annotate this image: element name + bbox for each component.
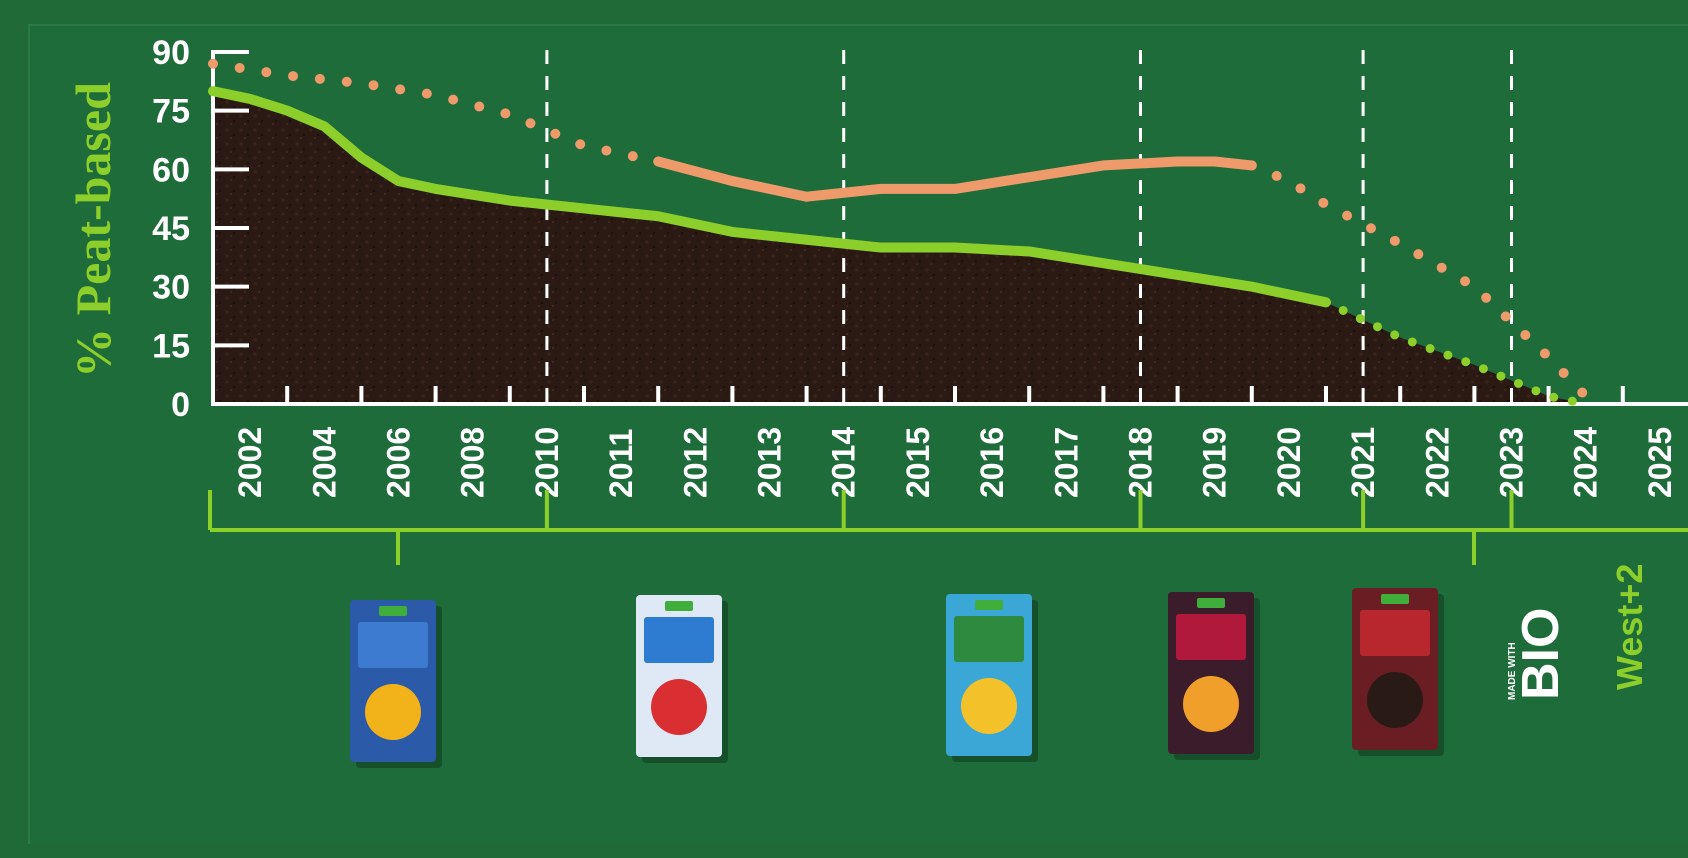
series-lines (208, 58, 1591, 409)
y-tick-label: 15 (152, 327, 190, 365)
product-images (350, 588, 1444, 768)
x-tick-label: 2010 (529, 427, 565, 498)
x-tick-label: 2023 (1494, 427, 1530, 498)
y-tick-label: 90 (152, 34, 190, 72)
x-tick-label: 2020 (1271, 427, 1307, 498)
y-tick-label: 60 (152, 151, 190, 189)
x-tick-label: 2016 (974, 427, 1010, 498)
x-tick-label: 2025 (1642, 427, 1678, 498)
x-tick-label: 2006 (381, 427, 417, 498)
green-series-projection (1321, 297, 1591, 409)
product-bag-logo (1381, 594, 1409, 604)
product-bag-graphic (1367, 672, 1423, 728)
product-bag (1352, 588, 1444, 756)
product-bag-label (954, 616, 1024, 662)
x-tick-label: 2018 (1123, 427, 1159, 498)
x-tick-label: 2017 (1048, 427, 1084, 498)
bio-badge: MADE WITH BIO (1507, 608, 1570, 700)
y-tick-label: 30 (152, 269, 190, 307)
product-bag (1168, 592, 1260, 760)
y-axis-label: % Peat-based (65, 82, 121, 378)
x-tick-label: 2022 (1419, 427, 1455, 498)
product-bag-label (1360, 610, 1430, 656)
product-bag-label (644, 617, 714, 663)
axes (211, 50, 1688, 406)
x-tick-label: 2019 (1197, 427, 1233, 498)
product-bag-graphic (651, 679, 707, 735)
x-tick-label: 2012 (677, 427, 713, 498)
bio-badge-main-text: BIO (1512, 608, 1570, 700)
x-tick-label: 2008 (455, 427, 491, 498)
y-tick-label: 45 (152, 210, 190, 248)
y-tick-label: 0 (171, 386, 190, 424)
period-brackets (208, 490, 1688, 565)
green-series-line (208, 86, 1331, 308)
product-bag-graphic (365, 684, 421, 740)
x-tick-label: 2011 (603, 429, 639, 498)
product-bag-label (1176, 614, 1246, 660)
y-tick-labels: 0 15 30 45 60 75 90 (152, 34, 190, 424)
product-bag-graphic (961, 678, 1017, 734)
x-tick-label: 2013 (752, 427, 788, 498)
product-bag (350, 600, 442, 768)
product-bag (636, 595, 728, 763)
x-tick-label: 2014 (826, 427, 862, 498)
x-tick-label: 2004 (306, 427, 342, 498)
bio-badge-small-text: MADE WITH (1507, 642, 1518, 700)
x-tick-label: 2002 (232, 427, 268, 498)
x-tick-label: 2021 (1345, 427, 1381, 498)
product-bag-logo (1197, 598, 1225, 608)
period-dividers (545, 50, 1513, 404)
product-bag-graphic (1183, 676, 1239, 732)
x-tick-label: 2024 (1568, 427, 1604, 498)
product-bag-label (358, 622, 428, 668)
x-tick-label: 2015 (900, 427, 936, 498)
product-bag-logo (665, 601, 693, 611)
product-bag-logo (379, 606, 407, 616)
orange-series-line (653, 156, 1257, 202)
west-plus-2-label: West+2 (1609, 564, 1650, 690)
product-bag (946, 594, 1038, 762)
y-tick-label: 75 (152, 93, 190, 131)
x-tick-labels: 2002 2004 2006 2008 2010 2011 2012 2013 2014 2015… (232, 427, 1678, 498)
product-bag-logo (975, 600, 1003, 610)
